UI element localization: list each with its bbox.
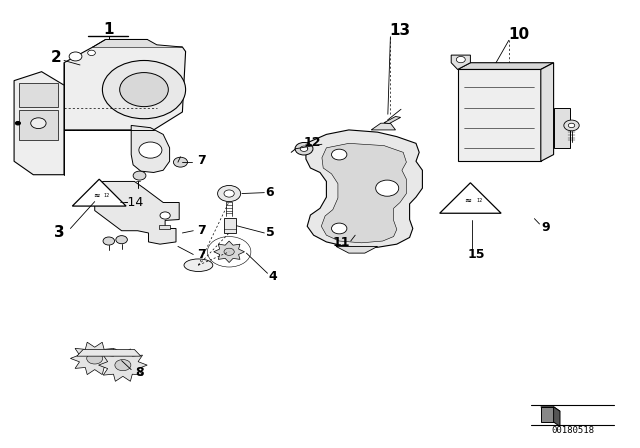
Polygon shape [321,143,406,243]
Bar [224,218,236,233]
Polygon shape [306,130,422,247]
Polygon shape [554,108,570,148]
Circle shape [332,223,347,234]
Circle shape [88,50,95,56]
Circle shape [160,212,170,219]
Circle shape [99,189,109,196]
Text: 7: 7 [197,154,206,167]
Polygon shape [384,116,401,124]
Text: 13: 13 [389,23,411,38]
Circle shape [133,171,146,180]
Polygon shape [371,123,396,130]
Polygon shape [541,407,560,411]
Circle shape [116,236,127,244]
Polygon shape [77,349,141,356]
Bar [458,69,541,161]
Polygon shape [99,349,147,381]
Bar [159,225,170,229]
Circle shape [120,73,168,107]
Polygon shape [19,83,58,107]
Text: 12: 12 [303,136,321,149]
Circle shape [456,56,465,63]
Text: 15: 15 [468,248,486,261]
Circle shape [15,121,20,125]
Polygon shape [131,125,170,172]
Text: 7: 7 [197,248,206,261]
Text: 4: 4 [269,270,278,284]
Polygon shape [14,72,64,175]
Circle shape [218,185,241,202]
Circle shape [295,142,313,155]
Text: 2: 2 [51,50,61,65]
Polygon shape [541,407,554,422]
Text: 12: 12 [476,198,483,203]
Circle shape [69,52,82,61]
Text: -14: -14 [124,196,144,209]
Circle shape [300,146,308,151]
Polygon shape [440,183,501,213]
Text: 11: 11 [332,236,350,250]
Circle shape [115,359,131,371]
Ellipse shape [184,259,212,271]
Polygon shape [541,63,554,161]
Text: 7: 7 [197,224,206,237]
Circle shape [568,123,575,128]
Circle shape [31,118,46,129]
Text: ≈: ≈ [464,196,470,205]
Polygon shape [70,342,119,375]
Text: 00180518: 00180518 [551,426,595,435]
Text: 8: 8 [135,366,144,379]
Polygon shape [72,179,126,206]
Polygon shape [95,181,179,244]
Text: ≈: ≈ [93,191,99,200]
Polygon shape [64,47,186,130]
Polygon shape [93,39,182,47]
Text: 1: 1 [104,22,114,37]
Circle shape [376,180,399,196]
Polygon shape [458,63,554,69]
Circle shape [139,142,162,158]
Text: 12: 12 [104,193,110,198]
Circle shape [564,120,579,131]
Text: 3: 3 [54,224,65,240]
Polygon shape [19,110,58,140]
Text: 5: 5 [266,226,275,240]
Polygon shape [214,241,244,263]
Circle shape [332,149,347,160]
Text: 6: 6 [266,186,274,199]
Circle shape [103,237,115,245]
Circle shape [87,353,102,364]
Circle shape [173,157,188,167]
Polygon shape [451,55,470,69]
Text: 10: 10 [508,27,529,43]
Circle shape [102,60,186,119]
Polygon shape [554,407,560,426]
Circle shape [224,190,234,197]
Text: 9: 9 [541,221,550,234]
Polygon shape [336,246,378,253]
Circle shape [224,248,234,255]
